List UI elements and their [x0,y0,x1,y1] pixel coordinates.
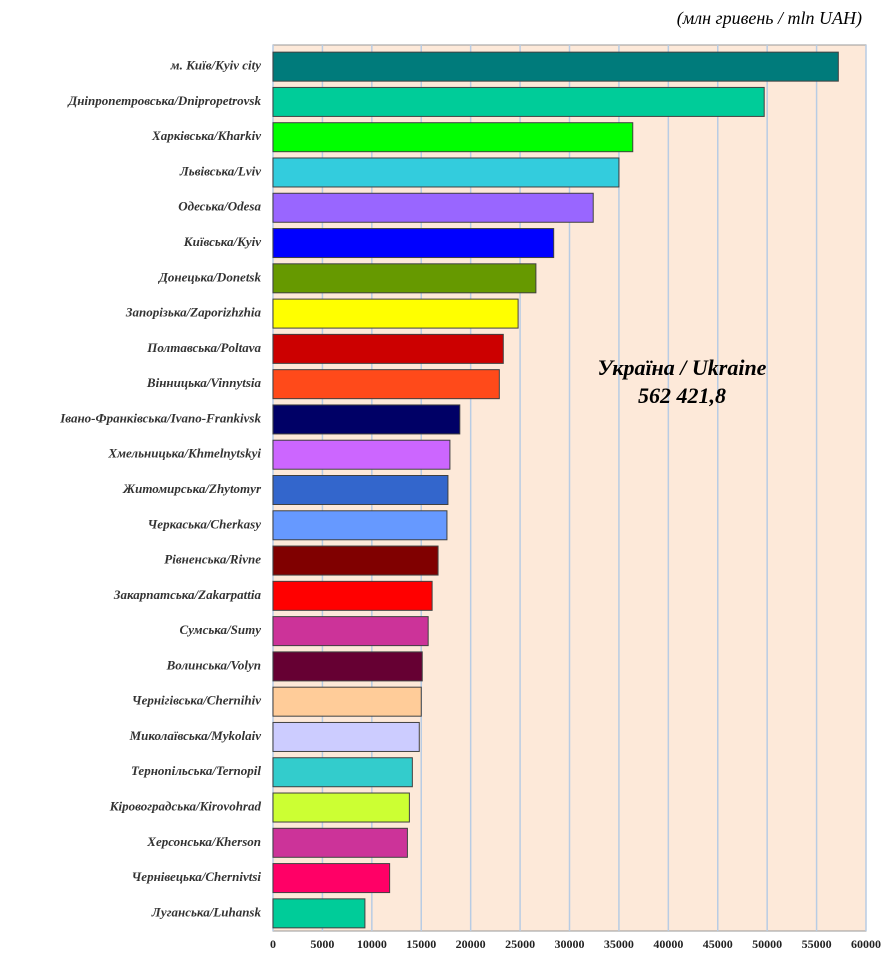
bar [272,757,413,788]
x-tick-label: 40000 [653,937,683,951]
y-tick-label: Харківська/Kharkiv [151,128,261,143]
annotation: Україна / Ukraine [598,355,767,380]
bar [272,510,448,541]
y-tick-label: Кіровоградська/Kirovohrad [109,799,262,814]
bar [272,157,620,188]
y-tick-label: Закарпатська/Zakarpattia [113,587,262,602]
y-tick-label: Житомирська/Zhytomyr [122,481,262,496]
bar [272,863,391,894]
y-tick-label: Сумська/Sumy [180,622,262,637]
x-tick-label: 15000 [406,937,436,951]
bar [272,86,765,117]
y-tick-label: Черкаська/Cherkasy [148,516,262,531]
y-tick-label: Рівненська/Rivne [164,552,261,567]
y-tick-label: Донецька/Donetsk [158,269,261,284]
y-tick-label: Хмельницька/Khmelnytskyi [107,446,261,461]
unit-label: (млн гривень / mln UAH) [677,8,862,29]
y-tick-label: Київська/Kyiv [183,234,261,249]
bar [272,439,451,470]
bar [272,545,439,576]
bar [272,827,408,858]
x-tick-label: 20000 [456,937,486,951]
bar [272,369,500,400]
bar [272,263,537,294]
bar [272,122,634,153]
bar [272,580,433,611]
bar [272,898,366,929]
bar [272,228,555,259]
x-tick-label: 55000 [802,937,832,951]
x-tick-label: 35000 [604,937,634,951]
y-tick-label: Івано-Франківська/Ivano-Frankivsk [59,410,261,425]
bar [272,616,429,647]
y-tick-label: Тернопільська/Ternopil [131,763,261,778]
bar [272,721,420,752]
x-tick-label: 25000 [505,937,535,951]
y-tick-label: Полтавська/Poltava [146,340,261,355]
x-tick-label: 50000 [752,937,782,951]
x-tick-label: 0 [270,937,276,951]
x-tick-label: 60000 [851,937,881,951]
bar [272,686,422,717]
bar [272,651,423,682]
bar [272,475,449,505]
y-tick-label: Херсонська/Kherson [146,834,261,849]
y-tick-label: м. Київ/Kyiv city [170,58,262,73]
annotation: 562 421,8 [638,383,726,408]
y-tick-label: Луганська/Luhansk [151,904,262,919]
bar [272,333,504,364]
bar [272,792,410,823]
x-tick-label: 30000 [555,937,585,951]
bar [272,404,461,435]
y-tick-label: Чернівецька/Chernivtsi [132,869,262,884]
y-tick-label: Одеська/Odesa [178,199,261,214]
y-tick-label: Миколаївська/Mykolaiv [129,728,262,743]
y-tick-label: Волинська/Volyn [166,657,261,672]
y-tick-label: Дніпропетровська/Dnipropetrovsk [67,93,261,108]
x-tick-label: 45000 [703,937,733,951]
x-tick-label: 5000 [310,937,334,951]
bar [272,298,519,329]
y-tick-label: Чернігівська/Chernihiv [132,693,261,708]
bar [272,51,839,82]
y-tick-label: Запорізька/Zaporizhzhia [125,305,262,320]
y-tick-label: Львівська/Lviv [179,163,261,178]
bar [272,192,594,223]
y-tick-label: Вінницька/Vinnytsia [146,375,262,390]
x-tick-label: 10000 [357,937,387,951]
